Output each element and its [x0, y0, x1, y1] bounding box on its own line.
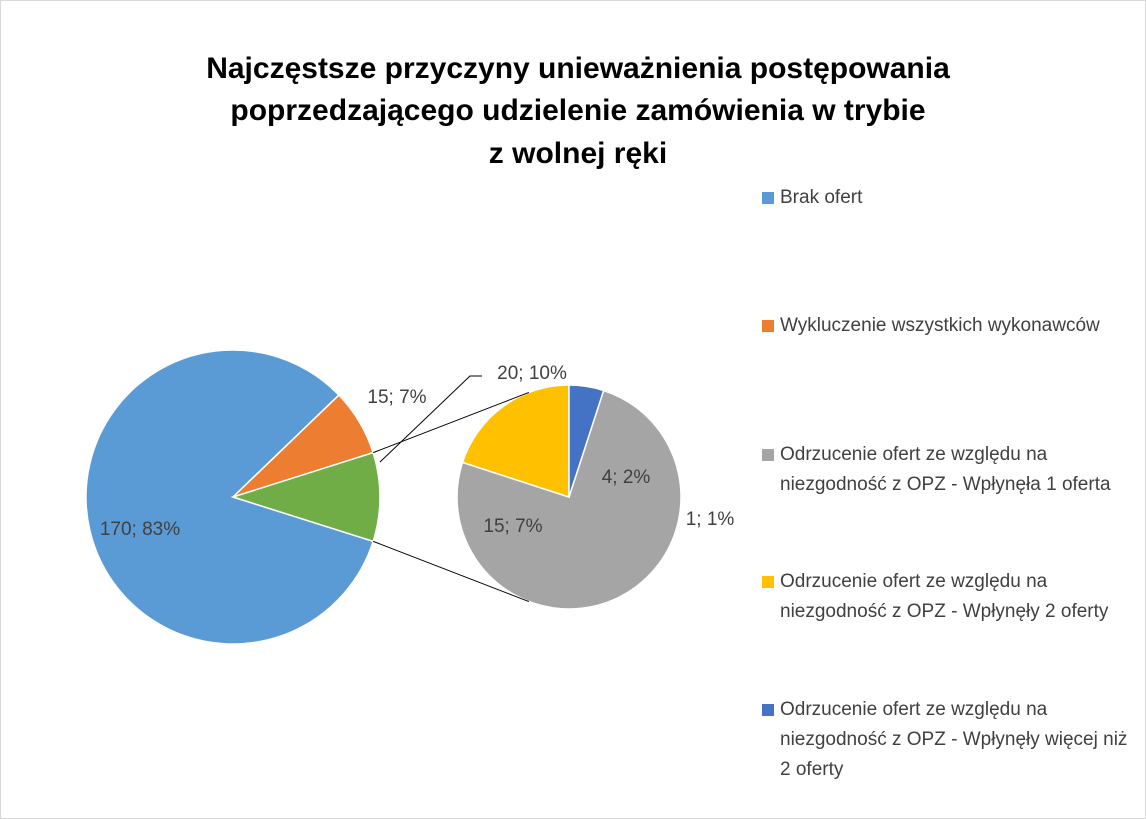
chart-title: Najczęstsze przyczyny unieważnienia post… — [206, 52, 950, 85]
legend-item: Odrzucenie ofert ze względu na niezgodno… — [762, 695, 1134, 785]
legend-item: Wykluczenie wszystkich wykonawców — [762, 311, 1134, 341]
pie-slice — [568, 384, 605, 498]
data-label: 15; 7% — [367, 387, 426, 408]
pie-slice — [230, 451, 381, 543]
legend-swatch — [762, 320, 774, 332]
connector — [372, 540, 530, 603]
chart-title: z wolnej ręki — [489, 137, 667, 170]
legend-swatch — [762, 704, 774, 716]
data-label: 20; 10% — [497, 363, 567, 384]
pie-slice — [85, 349, 375, 645]
legend-item: Odrzucenie ofert ze względu na niezgodno… — [762, 567, 1134, 627]
connector — [372, 391, 530, 454]
legend-swatch — [762, 449, 774, 461]
legend-label: Odrzucenie ofert ze względu na niezgodno… — [780, 571, 1109, 622]
data-label: 15; 7% — [483, 516, 542, 537]
legend-label: Odrzucenie ofert ze względu na niezgodno… — [780, 444, 1111, 495]
leader-line — [379, 375, 482, 463]
data-label: 1; 1% — [686, 509, 735, 530]
chart-title: poprzedzającego udzielenie zamówienia w … — [230, 94, 925, 127]
data-label: 170; 83% — [100, 519, 180, 540]
legend-label: Wykluczenie wszystkich wykonawców — [780, 315, 1100, 336]
legend-item: Odrzucenie ofert ze względu na niezgodno… — [762, 440, 1134, 500]
legend-label: Brak ofert — [780, 187, 863, 208]
legend-label: Odrzucenie ofert ze względu na niezgodno… — [780, 699, 1128, 780]
legend-swatch — [762, 192, 774, 204]
data-label: 4; 2% — [602, 467, 651, 488]
legend-swatch — [762, 576, 774, 588]
pie-slice — [456, 389, 682, 610]
legend-item: Brak ofert — [762, 183, 1134, 213]
pie-slice — [461, 384, 570, 499]
